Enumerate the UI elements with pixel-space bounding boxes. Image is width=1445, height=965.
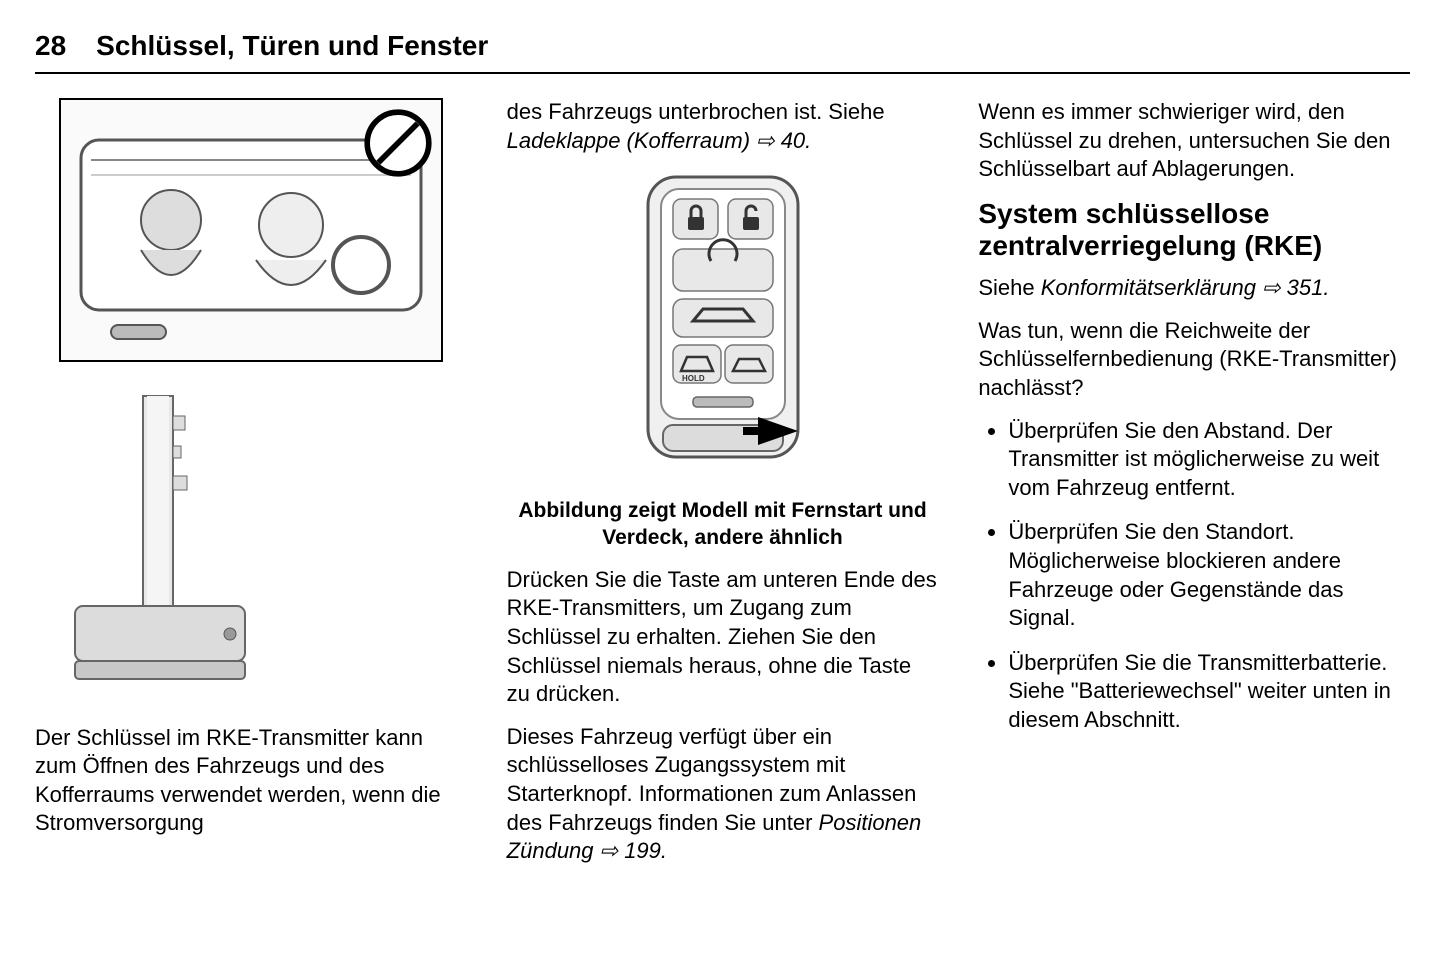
- column-3: Wenn es immer schwieriger wird, den Schl…: [978, 98, 1410, 880]
- col3-paragraph-2: Siehe Konformitätserklärung ⇨ 351.: [978, 274, 1410, 303]
- figure-key: [35, 386, 467, 706]
- col2-p1-text-a: des Fahrzeugs unterbrochen ist. Siehe: [507, 99, 885, 124]
- prohibit-icon: [363, 108, 433, 178]
- column-2: des Fahrzeugs unterbrochen ist. Siehe La…: [507, 98, 939, 880]
- warning-illustration: [59, 98, 443, 362]
- chapter-title: Schlüssel, Türen und Fenster: [96, 30, 488, 62]
- col2-paragraph-2: Drücken Sie die Taste am unteren Ende de…: [507, 566, 939, 709]
- col3-p2-text-a: Siehe: [978, 275, 1040, 300]
- col3-p2-link: Konformitätserklärung: [1041, 275, 1256, 300]
- list-item: Überprüfen Sie die Transmitterbatterie. …: [1008, 649, 1410, 735]
- remote-illustration: HOLD: [593, 169, 853, 479]
- col2-p1-link: Ladeklappe (Kofferraum): [507, 128, 750, 153]
- content-columns: Der Schlüssel im RKE-Transmitter kann zu…: [35, 98, 1410, 880]
- col1-paragraph-1: Der Schlüssel im RKE-Transmitter kann zu…: [35, 724, 467, 838]
- figure-warning: [35, 98, 467, 368]
- key-illustration: [35, 386, 285, 706]
- col2-paragraph-3: Dieses Fahrzeug verfügt über ein schlüss…: [507, 723, 939, 866]
- section-heading-rke: System schlüssellose zentralverriegelung…: [978, 198, 1410, 262]
- mechanical-key-icon: [35, 386, 285, 706]
- figure-remote-caption: Abbildung zeigt Modell mit Fernstart und…: [507, 497, 939, 552]
- col3-paragraph-1: Wenn es immer schwieriger wird, den Schl…: [978, 98, 1410, 184]
- troubleshoot-list: Überprüfen Sie den Abstand. Der Transmit…: [978, 417, 1410, 735]
- col3-paragraph-3: Was tun, wenn die Reichweite der Schlüss…: [978, 317, 1410, 403]
- page-header: 28 Schlüssel, Türen und Fenster: [35, 30, 1410, 74]
- list-item: Überprüfen Sie den Abstand. Der Transmit…: [1008, 417, 1410, 503]
- col2-p1-ref: ⇨ 40.: [750, 128, 811, 153]
- col2-p3-ref: ⇨ 199.: [594, 838, 667, 863]
- column-1: Der Schlüssel im RKE-Transmitter kann zu…: [35, 98, 467, 880]
- col3-p2-ref: ⇨ 351.: [1256, 275, 1329, 300]
- svg-text:HOLD: HOLD: [682, 374, 705, 383]
- page-number: 28: [35, 30, 66, 62]
- rke-transmitter-icon: HOLD: [593, 169, 853, 479]
- page: 28 Schlüssel, Türen und Fenster: [0, 0, 1445, 965]
- col2-paragraph-1: des Fahrzeugs unterbrochen ist. Siehe La…: [507, 98, 939, 155]
- list-item: Überprüfen Sie den Standort. Möglicherwe…: [1008, 518, 1410, 632]
- figure-remote: HOLD: [507, 169, 939, 479]
